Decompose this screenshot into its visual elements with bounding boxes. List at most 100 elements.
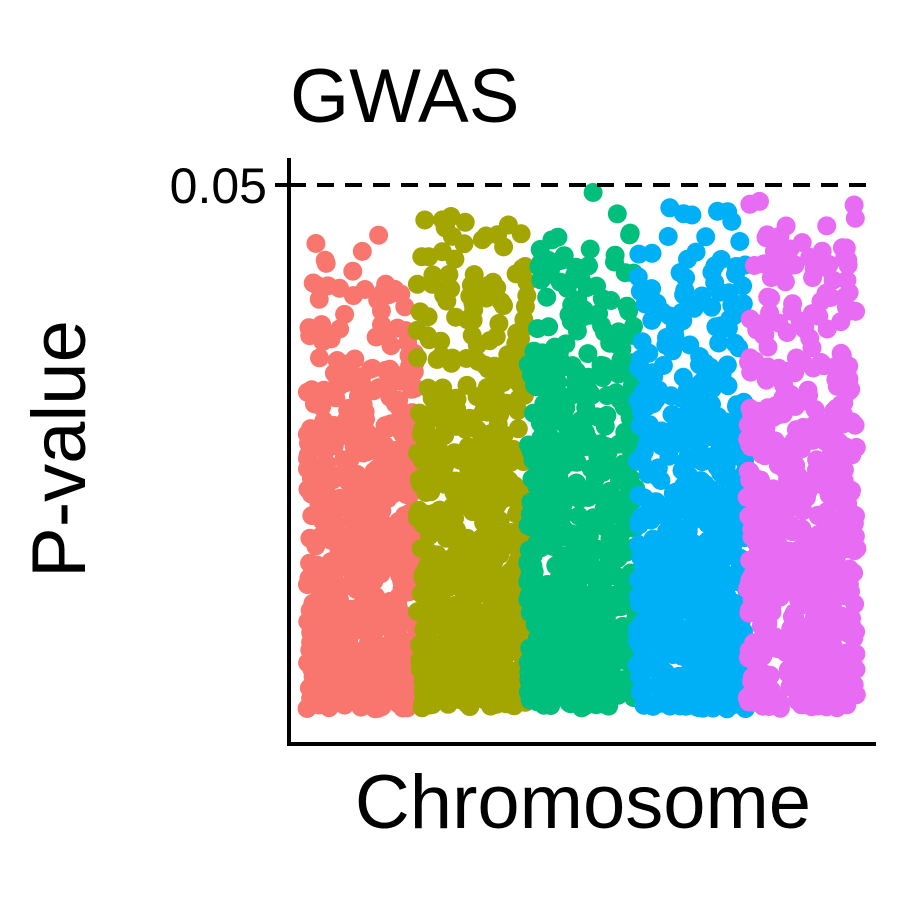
data-point xyxy=(752,430,772,450)
data-point xyxy=(679,538,699,558)
data-point xyxy=(823,270,843,290)
data-point xyxy=(391,284,411,304)
data-point xyxy=(607,637,627,657)
data-point xyxy=(450,410,470,430)
data-point xyxy=(819,541,839,561)
data-point xyxy=(415,618,435,638)
data-point xyxy=(802,550,822,570)
data-point xyxy=(784,624,804,644)
data-point xyxy=(579,380,598,400)
data-point xyxy=(591,565,610,585)
data-point xyxy=(369,617,389,637)
data-point xyxy=(711,463,730,483)
data-point xyxy=(804,598,824,618)
data-point xyxy=(478,490,498,510)
data-point xyxy=(523,450,543,470)
data-point xyxy=(571,617,591,637)
data-point xyxy=(439,623,459,643)
data-point xyxy=(705,607,725,627)
data-point xyxy=(488,670,508,690)
data-point xyxy=(503,566,522,586)
data-point xyxy=(836,661,855,681)
data-point xyxy=(663,643,683,663)
data-point xyxy=(487,580,507,600)
data-point xyxy=(466,626,486,646)
y-tick-label: 0.05 xyxy=(170,158,267,214)
data-point xyxy=(779,567,798,587)
data-point xyxy=(590,540,610,560)
data-point xyxy=(776,216,796,236)
data-point xyxy=(461,275,481,295)
data-point xyxy=(601,457,621,477)
data-point xyxy=(758,693,778,713)
data-point xyxy=(345,492,365,512)
data-point xyxy=(359,477,378,497)
data-point xyxy=(414,599,434,619)
data-point xyxy=(467,335,487,355)
data-point xyxy=(812,241,832,261)
data-point xyxy=(803,430,823,450)
data-point xyxy=(554,246,574,266)
data-point xyxy=(532,269,551,289)
data-point xyxy=(803,693,823,713)
data-point xyxy=(351,697,371,717)
data-point xyxy=(364,381,384,401)
data-point xyxy=(494,608,514,628)
data-point xyxy=(371,301,391,321)
data-point xyxy=(837,270,857,290)
data-point xyxy=(787,545,807,565)
data-point xyxy=(495,639,515,659)
data-point xyxy=(601,291,621,310)
data-point xyxy=(508,401,528,420)
data-point xyxy=(658,227,678,246)
data-point xyxy=(324,416,344,435)
data-point xyxy=(576,423,595,443)
data-point xyxy=(779,496,799,516)
data-point xyxy=(661,437,681,457)
data-point xyxy=(381,336,401,356)
data-point xyxy=(713,428,733,448)
data-point xyxy=(385,394,405,414)
data-point xyxy=(712,364,732,384)
data-point xyxy=(540,693,560,713)
data-point xyxy=(589,513,609,533)
data-point xyxy=(760,665,780,685)
data-point xyxy=(605,245,625,265)
data-point xyxy=(439,688,459,708)
data-point xyxy=(408,348,427,368)
data-point xyxy=(410,471,429,491)
data-point xyxy=(811,353,831,372)
data-point xyxy=(343,261,363,281)
data-point xyxy=(465,561,485,580)
data-point xyxy=(703,698,723,718)
data-point xyxy=(431,331,451,351)
data-point xyxy=(610,542,630,562)
data-point xyxy=(686,242,706,262)
data-point xyxy=(520,690,540,710)
data-point xyxy=(559,568,579,588)
data-point xyxy=(578,344,598,364)
data-point xyxy=(540,390,559,410)
data-point xyxy=(745,351,765,371)
data-point xyxy=(641,549,661,569)
data-point xyxy=(691,403,711,423)
data-point xyxy=(387,440,407,460)
data-point xyxy=(593,368,613,387)
data-point xyxy=(693,371,713,391)
data-point xyxy=(571,485,591,505)
x-axis-label: Chromosome xyxy=(355,760,811,845)
data-point xyxy=(580,239,600,259)
data-point xyxy=(647,293,667,313)
data-point xyxy=(444,447,464,467)
data-point xyxy=(565,546,585,566)
data-point xyxy=(473,402,493,422)
data-point xyxy=(478,276,498,295)
data-point xyxy=(771,480,791,500)
data-point xyxy=(788,671,808,691)
data-point xyxy=(838,444,858,464)
series-2 xyxy=(407,207,537,718)
data-point xyxy=(754,254,774,274)
data-point xyxy=(828,564,848,584)
data-point xyxy=(539,317,559,337)
data-point xyxy=(632,613,652,633)
